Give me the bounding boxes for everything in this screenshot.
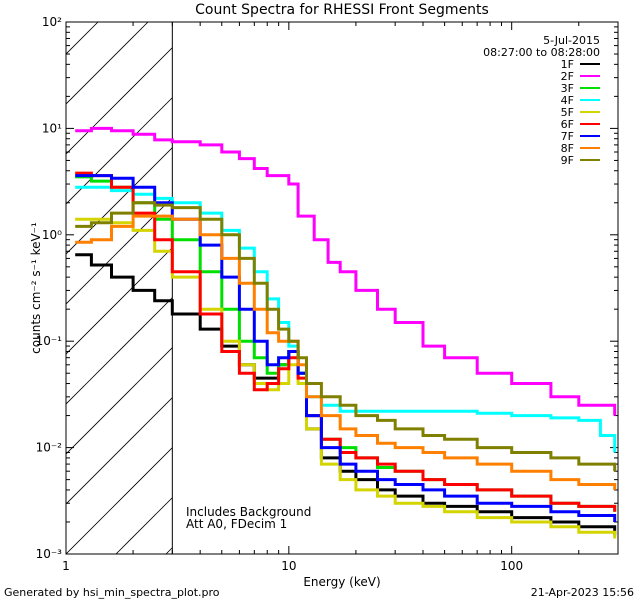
y-tick-label: 10⁻¹ (36, 334, 63, 348)
y-tick-label: 10⁰ (42, 228, 62, 242)
series-line-4F (75, 185, 617, 453)
date-label: 5-Jul-2015 (543, 34, 600, 47)
annotation-attenuator: Att A0, FDecim 1 (186, 517, 287, 531)
chart-title: Count Spectra for RHESSI Front Segments (195, 2, 489, 18)
footer-generator: Generated by hsi_min_spectra_plot.pro (4, 586, 220, 599)
series-line-9F (75, 201, 617, 472)
series-line-6F (75, 171, 617, 512)
y-tick-label: 10⁻² (36, 441, 63, 455)
plot-frame (65, 21, 619, 555)
series-line-7F (75, 174, 617, 522)
x-tick-label: 1 (62, 559, 70, 573)
y-axis-label: counts cm⁻² s⁻¹ keV⁻¹ (29, 222, 43, 354)
legend-label-9F: 9F (561, 154, 574, 167)
x-axis-label: Energy (keV) (303, 575, 380, 589)
x-tick-label: 100 (500, 559, 523, 573)
x-tick-labels: 1 10 100 (62, 559, 523, 573)
hatch-line (66, 22, 149, 105)
x-tick-label: 10 (281, 559, 296, 573)
legend-label-5F: 5F (561, 106, 574, 119)
legend-label-2F: 2F (561, 70, 574, 83)
legend-label-6F: 6F (561, 118, 574, 131)
legend-label-4F: 4F (561, 94, 574, 107)
y-tick-label: 10² (42, 15, 62, 29)
legend-label-8F: 8F (561, 142, 574, 155)
footer-timestamp: 21-Apr-2023 15:56 (531, 586, 634, 599)
y-tick-label: 10¹ (42, 121, 62, 135)
time-range-label: 08:27:00 to 08:28:00 (483, 46, 600, 59)
hatch-line (66, 22, 199, 155)
hatch-line (66, 22, 99, 55)
legend-label-3F: 3F (561, 82, 574, 95)
annotation-background: Includes Background (186, 505, 311, 519)
y-tick-labels: 10⁻³ 10⁻² 10⁻¹ 10⁰ 10¹ 10² (36, 15, 63, 561)
legend-label-1F: 1F (561, 58, 574, 71)
series-lines (75, 126, 617, 539)
series-line-2F (75, 126, 617, 416)
y-tick-label: 10⁻³ (36, 547, 63, 561)
legend-label-7F: 7F (561, 130, 574, 143)
